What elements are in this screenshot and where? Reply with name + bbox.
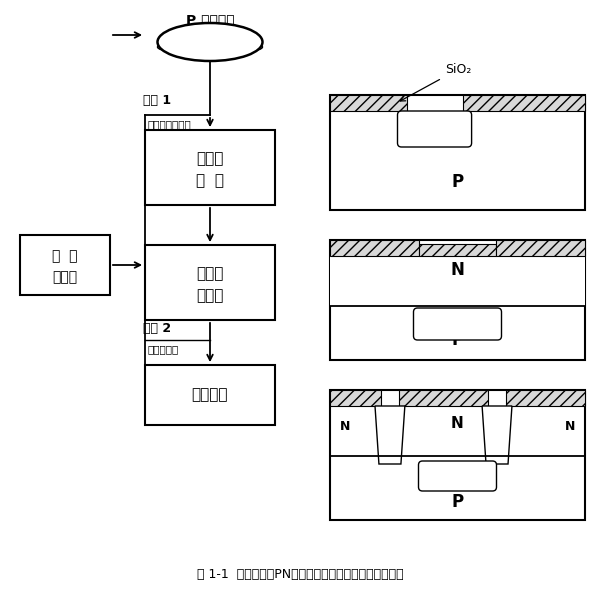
Polygon shape <box>482 406 512 464</box>
Text: P⁺: P⁺ <box>383 423 397 433</box>
Text: 掩模 1: 掩模 1 <box>143 94 171 108</box>
Bar <box>330 390 585 520</box>
Bar <box>399 390 488 406</box>
Text: 选择隔离区: 选择隔离区 <box>147 344 178 354</box>
Text: N⁺: N⁺ <box>449 469 466 483</box>
Bar <box>145 365 275 425</box>
Polygon shape <box>375 406 405 464</box>
Bar <box>463 95 585 111</box>
Text: P: P <box>451 331 463 349</box>
Text: N: N <box>451 417 464 431</box>
Text: 和腐蚀: 和腐蚀 <box>53 270 78 284</box>
Bar <box>330 256 585 306</box>
Ellipse shape <box>157 23 263 61</box>
Text: P: P <box>451 173 463 191</box>
Bar <box>330 390 381 406</box>
Text: N⁻: N⁻ <box>426 123 443 135</box>
Bar <box>330 95 407 111</box>
Bar <box>330 240 585 360</box>
Text: 外延层: 外延层 <box>196 266 224 281</box>
Bar <box>330 240 419 256</box>
Text: SiO₂: SiO₂ <box>400 63 471 101</box>
Bar <box>506 390 585 406</box>
FancyBboxPatch shape <box>419 461 496 491</box>
Text: P: P <box>451 493 463 511</box>
Bar <box>330 95 585 210</box>
Text: N: N <box>450 261 465 279</box>
Bar <box>496 240 585 256</box>
Bar <box>145 130 275 205</box>
Text: P 型硅晶片: P 型硅晶片 <box>186 13 234 27</box>
Bar <box>145 245 275 320</box>
Text: 和氧化: 和氧化 <box>196 288 224 303</box>
Text: 扩  散: 扩 散 <box>196 173 224 188</box>
Bar <box>20 235 110 295</box>
Bar <box>419 244 496 256</box>
Text: N: N <box>340 420 350 432</box>
Text: 图 1-1  硅晶片进行PN结隔离的工艺程序和相应的截面图: 图 1-1 硅晶片进行PN结隔离的工艺程序和相应的截面图 <box>197 568 403 582</box>
Text: N⁺: N⁺ <box>449 318 466 330</box>
Text: 掩模 2: 掩模 2 <box>143 321 171 335</box>
Text: P⁺: P⁺ <box>490 423 504 433</box>
Ellipse shape <box>157 39 263 54</box>
Text: N: N <box>565 420 575 432</box>
FancyBboxPatch shape <box>398 111 472 147</box>
Text: 隔离扩散: 隔离扩散 <box>192 388 228 402</box>
FancyBboxPatch shape <box>413 308 502 340</box>
Text: 隐埋层: 隐埋层 <box>196 151 224 166</box>
Text: 选择隐埋层位置: 选择隐埋层位置 <box>147 119 191 129</box>
Text: 光  刻: 光 刻 <box>52 249 78 263</box>
